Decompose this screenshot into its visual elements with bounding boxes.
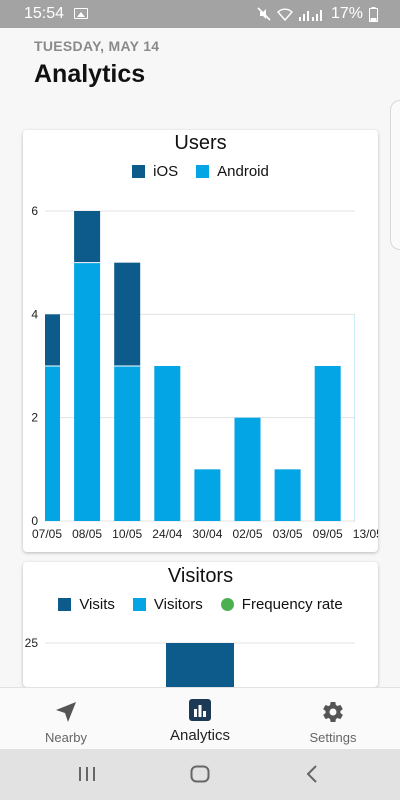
legend-item-android[interactable]: Android xyxy=(196,163,269,180)
users-x-tick-label: 02/05 xyxy=(232,527,262,541)
back-button[interactable] xyxy=(297,761,327,787)
legend-swatch-frequency-rate xyxy=(220,598,234,611)
bar-android-24/04 xyxy=(154,366,181,521)
nav-label-settings: Settings xyxy=(309,730,357,745)
users-x-tick-label: 13/05 xyxy=(353,527,378,541)
legend-item-frequency-rate[interactable]: Frequency rate xyxy=(220,596,343,613)
users-x-tick-label: 09/05 xyxy=(313,527,343,541)
users-y-tick-label: 0 xyxy=(31,514,38,528)
edge-panel-handle[interactable] xyxy=(390,100,400,250)
nav-settings[interactable]: Settings xyxy=(285,688,381,750)
system-navigation-bar xyxy=(0,749,400,800)
bar-android-03/05 xyxy=(274,469,301,521)
users-legend: iOS Android xyxy=(23,163,378,180)
visitors-legend: Visits Visitors Frequency rate xyxy=(23,596,378,613)
legend-label-visits: Visits xyxy=(79,596,115,613)
legend-swatch-android xyxy=(196,165,210,178)
users-x-tick-label: 10/05 xyxy=(112,527,142,541)
users-x-tick-label: 03/05 xyxy=(273,527,303,541)
status-indicators: 17% xyxy=(257,5,378,23)
users-y-tick-label: 6 xyxy=(31,204,38,218)
back-arrow-icon xyxy=(306,765,317,783)
legend-swatch-visitors xyxy=(132,598,146,611)
mute-icon xyxy=(257,7,271,21)
bar-ios-07/05 xyxy=(45,314,60,366)
bar-android-02/05 xyxy=(234,417,261,521)
gear-icon xyxy=(321,700,345,724)
bar-android-08/05 xyxy=(74,262,101,521)
status-bar: 15:54 17% xyxy=(0,0,400,28)
legend-swatch-visits xyxy=(58,598,72,611)
users-x-tick-label: 30/04 xyxy=(192,527,222,541)
legend-swatch-ios xyxy=(132,165,146,178)
home-icon xyxy=(190,765,210,783)
users-x-tick-label: 24/04 xyxy=(152,527,182,541)
home-button[interactable] xyxy=(185,761,215,787)
users-card: Users iOS Android 0 2 4 6 07/05 08/05 10/05 24/… xyxy=(23,130,378,552)
status-time: 15:54 xyxy=(24,5,65,22)
bar-ios-08/05 xyxy=(74,211,101,263)
visitors-card: Visitors Visits Visitors Frequency rate … xyxy=(23,562,378,687)
users-x-tick-label: 08/05 xyxy=(72,527,102,541)
nav-label-nearby: Nearby xyxy=(45,730,87,745)
users-x-tick-label: 07/05 xyxy=(32,527,62,541)
visitors-chart-title: Visitors xyxy=(167,565,234,587)
recent-apps-button[interactable] xyxy=(72,761,102,787)
legend-label-frequency-rate: Frequency rate xyxy=(241,596,343,613)
image-notification-icon xyxy=(74,8,88,19)
users-y-tick-label: 4 xyxy=(31,307,38,321)
wifi-icon xyxy=(277,7,293,21)
date-label: TUESDAY, MAY 14 xyxy=(34,38,160,54)
legend-item-ios[interactable]: iOS xyxy=(132,163,178,180)
signal-icon xyxy=(298,9,322,21)
users-chart-title: Users xyxy=(174,132,227,154)
legend-label-visitors: Visitors xyxy=(153,596,203,613)
visitors-bar-visits xyxy=(166,643,234,687)
bottom-navigation: Nearby Analytics Settings xyxy=(0,687,400,749)
users-y-tick-label: 2 xyxy=(31,411,38,425)
navigation-arrow-icon xyxy=(55,700,77,724)
legend-item-visitors[interactable]: Visitors xyxy=(132,596,203,613)
bar-ios-10/05 xyxy=(114,262,141,366)
bar-chart-icon xyxy=(189,698,211,722)
page-header: TUESDAY, MAY 14 Analytics xyxy=(0,28,400,100)
legend-label-ios: iOS xyxy=(153,163,179,180)
legend-label-android: Android xyxy=(217,163,269,180)
page-title: Analytics xyxy=(34,60,146,88)
visitors-y-tick-label: 25 xyxy=(25,636,39,650)
users-bar-chart: 0 2 4 6 07/05 08/05 10/05 24/04 30/04 02/05 03/05 0… xyxy=(31,204,378,541)
nav-nearby[interactable]: Nearby xyxy=(18,688,114,750)
battery-percent: 17% xyxy=(330,5,363,22)
nav-analytics[interactable]: Analytics xyxy=(150,688,250,750)
battery-icon xyxy=(369,6,378,22)
legend-item-visits[interactable]: Visits xyxy=(58,596,115,613)
nav-label-analytics: Analytics xyxy=(169,727,231,744)
bar-android-07/05 xyxy=(45,366,60,521)
bar-android-10/05 xyxy=(114,366,141,521)
bar-android-30/04 xyxy=(194,469,221,521)
visitors-bar-chart: 25 xyxy=(25,636,355,687)
recent-apps-icon xyxy=(79,767,95,781)
bar-android-09/05 xyxy=(314,366,341,521)
